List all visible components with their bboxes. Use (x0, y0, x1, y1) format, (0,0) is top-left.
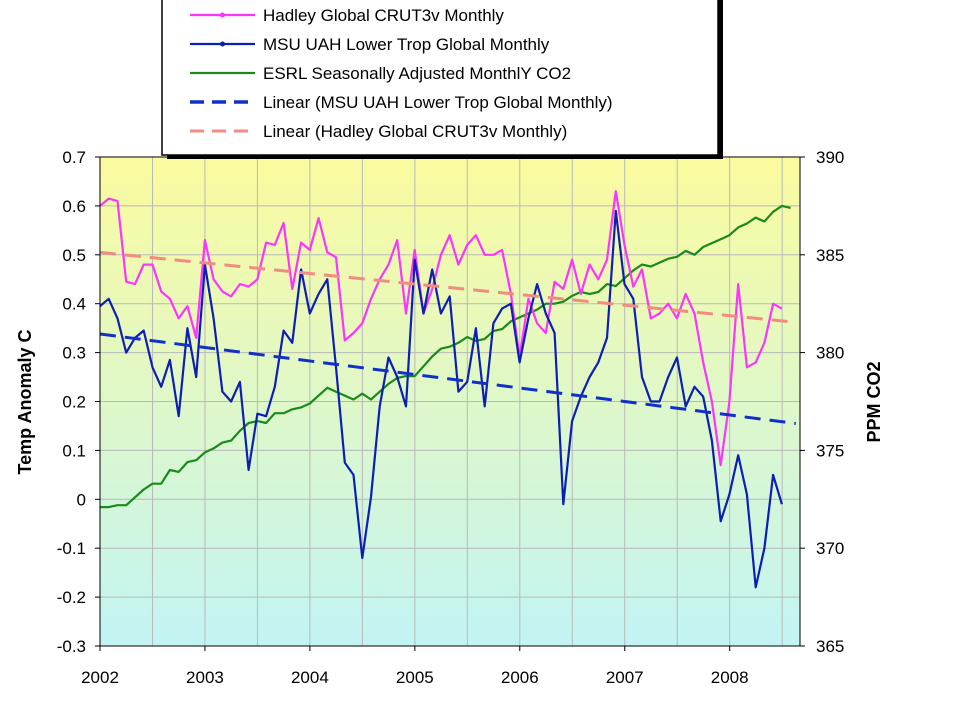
y-left-tick-label: 0.4 (62, 295, 86, 314)
x-tick-label: 2002 (81, 668, 119, 687)
x-tick-label: 2008 (711, 668, 749, 687)
y-left-tick-label: 0.3 (62, 344, 86, 363)
series-co2-line (100, 204, 791, 509)
y-axis-right-ticks: 390 385 380 375 370 365 (800, 148, 844, 656)
legend-box (161, 0, 719, 156)
legend: Hadley Global CRUT3v Monthly MSU UAH Lowe… (161, 0, 723, 159)
y-left-tick-label: 0.5 (62, 246, 86, 265)
legend-label: Linear (Hadley Global CRUT3v Monthly) (263, 122, 567, 141)
y-right-tick-label: 365 (816, 637, 844, 656)
y-right-tick-label: 370 (816, 539, 844, 558)
y-axis-left-title: Temp Anomaly C (15, 329, 35, 474)
y-left-tick-label: 0.7 (62, 148, 86, 167)
series-hadley-trend-line (99, 250, 796, 324)
legend-label: Linear (MSU UAH Lower Trop Global Monthl… (263, 93, 613, 112)
y-left-tick-label: -0.2 (57, 588, 86, 607)
y-axis-right-title: PPM CO2 (864, 361, 884, 442)
x-tick-label: 2007 (606, 668, 644, 687)
y-axis-left-ticks: 0.7 0.6 0.5 0.4 0.3 0.2 0.1 0 -0.1 -0.2 -0.3 (57, 148, 100, 656)
legend-label: Hadley Global CRUT3v Monthly (263, 6, 504, 25)
y-right-tick-label: 385 (816, 246, 844, 265)
series-msu-trend-line (99, 332, 796, 425)
x-tick-label: 2003 (186, 668, 224, 687)
y-right-tick-label: 390 (816, 148, 844, 167)
y-right-tick-label: 380 (816, 344, 844, 363)
series-msu-line (99, 209, 783, 589)
legend-label: ESRL Seasonally Adjusted MonthlY CO2 (263, 64, 571, 83)
series-hadley-line (99, 190, 783, 467)
legend-marker (220, 12, 225, 18)
x-tick-label: 2004 (291, 668, 329, 687)
y-right-tick-label: 375 (816, 441, 844, 460)
y-left-tick-label: -0.1 (57, 539, 86, 558)
y-left-tick-label: -0.3 (57, 637, 86, 656)
series-layer (99, 190, 796, 589)
y-left-tick-label: 0 (77, 490, 86, 509)
x-tick-label: 2005 (396, 668, 434, 687)
y-left-tick-label: 0.1 (62, 441, 86, 460)
y-left-tick-label: 0.6 (62, 197, 86, 216)
x-tick-label: 2006 (501, 668, 539, 687)
x-axis-ticks: 2002 2003 2004 2005 2006 2007 2008 (81, 646, 749, 687)
legend-items: Hadley Global CRUT3v Monthly MSU UAH Lowe… (190, 6, 613, 141)
y-left-tick-label: 0.2 (62, 393, 86, 412)
legend-label: MSU UAH Lower Trop Global Monthly (263, 35, 550, 54)
legend-marker (220, 41, 225, 47)
